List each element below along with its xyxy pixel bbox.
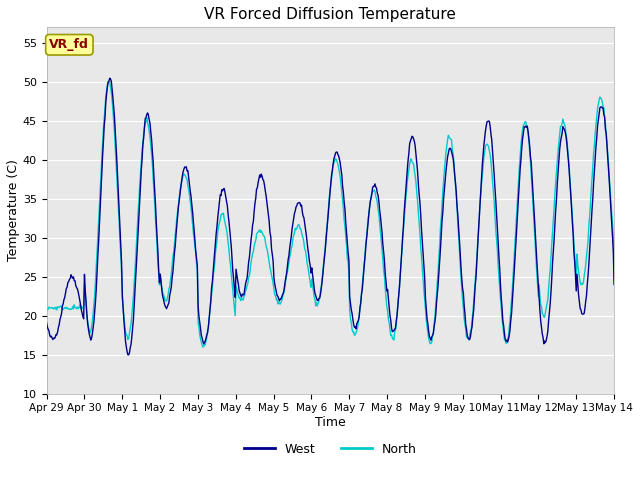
West (53, 332, 61, 337)
West (43, 320, 51, 326)
North (418, 254, 426, 260)
Y-axis label: Temperature (C): Temperature (C) (7, 159, 20, 262)
West (418, 227, 426, 233)
X-axis label: Time: Time (315, 416, 346, 429)
West (171, 250, 179, 255)
West (200, 339, 208, 345)
North (611, 281, 618, 287)
North (105, 79, 113, 84)
North (199, 344, 207, 350)
Title: VR Forced Diffusion Temperature: VR Forced Diffusion Temperature (204, 7, 456, 22)
North (112, 156, 120, 162)
Text: VR_fd: VR_fd (49, 38, 90, 51)
North (53, 307, 61, 313)
West (124, 352, 132, 358)
North (200, 342, 208, 348)
North (43, 305, 51, 311)
West (112, 143, 120, 148)
North (401, 206, 409, 212)
West (611, 282, 618, 288)
Line: North: North (47, 82, 614, 347)
West (401, 199, 409, 204)
West (106, 75, 113, 81)
Line: West: West (47, 78, 614, 355)
North (170, 250, 177, 255)
Legend: West, North: West, North (239, 438, 422, 461)
